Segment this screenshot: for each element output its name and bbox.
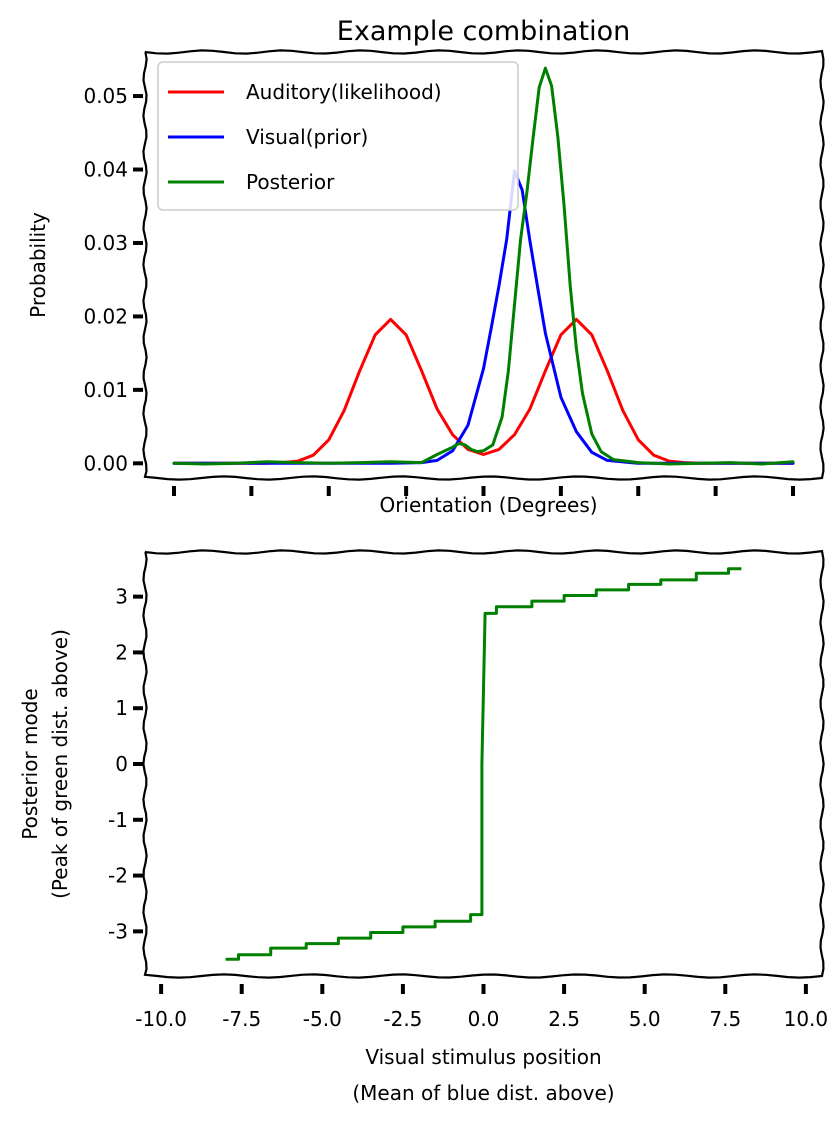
- bottom-x-axis-label-line-0: Visual stimulus position: [365, 1045, 601, 1069]
- bottom-plot-frame: [142, 549, 825, 979]
- bottom-y-tick-label: 3: [115, 585, 128, 609]
- bottom-x-tick-label: 0.0: [468, 1007, 500, 1031]
- top-y-tick-label: 0.03: [83, 231, 128, 255]
- bottom-y-tick-label: 2: [115, 640, 128, 664]
- bottom-y-tick-label: -3: [108, 919, 128, 943]
- bottom-x-tick-label: -2.5: [383, 1007, 422, 1031]
- bottom-x-tick-label: -10.0: [135, 1007, 187, 1031]
- top-series-line-0: [172, 317, 795, 465]
- top-x-axis-label: Orientation (Degrees): [379, 493, 597, 517]
- top-y-tick-label: 0.05: [83, 84, 128, 108]
- bottom-y-axis-label-line-0: Posterior mode: [18, 688, 42, 839]
- bottom-x-tick-label: 5.0: [629, 1007, 661, 1031]
- top-plot-frame: [142, 49, 825, 481]
- top-chart-title: Example combination: [337, 16, 630, 47]
- top-y-tick-label: 0.04: [83, 158, 128, 182]
- top-y-tick-label: 0.01: [83, 378, 128, 402]
- bottom-y-tick-label: 1: [115, 696, 128, 720]
- bottom-x-tick-label: 7.5: [709, 1007, 741, 1031]
- top-y-tick-label: 0.02: [83, 304, 128, 328]
- bottom-x-tick-label: 2.5: [548, 1007, 580, 1031]
- bottom-series-line-0: [225, 567, 742, 961]
- top-series-line-1: [172, 169, 795, 465]
- bottom-x-axis-label-line-1: (Mean of blue dist. above): [352, 1081, 614, 1105]
- top-y-tick-label: 0.00: [83, 451, 128, 475]
- bottom-x-tick-label: -5.0: [303, 1007, 342, 1031]
- bottom-x-tick-label: 10.0: [784, 1007, 829, 1031]
- top-series-line-2: [172, 66, 795, 466]
- legend-label-1: Visual(prior): [246, 125, 368, 149]
- bottom-y-tick-label: -1: [108, 808, 128, 832]
- legend-label-2: Posterior: [246, 170, 335, 194]
- legend-label-0: Auditory(likelihood): [246, 80, 442, 104]
- legend-box: [157, 61, 519, 211]
- bottom-y-axis-label-line-1: (Peak of green dist. above): [48, 629, 72, 899]
- bottom-y-tick-label: 0: [115, 752, 128, 776]
- bottom-y-tick-label: -2: [108, 864, 128, 888]
- top-y-axis-label: Probability: [26, 212, 50, 318]
- bottom-x-tick-label: -7.5: [222, 1007, 261, 1031]
